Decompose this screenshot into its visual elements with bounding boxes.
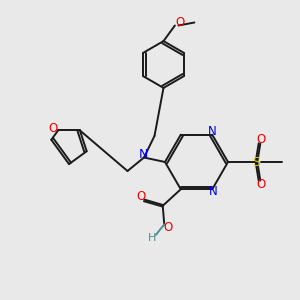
Text: H: H bbox=[148, 233, 156, 243]
Text: O: O bbox=[256, 133, 266, 146]
Text: S: S bbox=[253, 155, 260, 169]
Text: O: O bbox=[136, 190, 145, 203]
Text: N: N bbox=[209, 185, 218, 198]
Text: O: O bbox=[256, 178, 266, 191]
Text: N: N bbox=[139, 148, 148, 161]
Text: N: N bbox=[208, 124, 217, 138]
Text: O: O bbox=[176, 16, 185, 29]
Text: O: O bbox=[49, 122, 58, 135]
Text: O: O bbox=[163, 221, 172, 235]
